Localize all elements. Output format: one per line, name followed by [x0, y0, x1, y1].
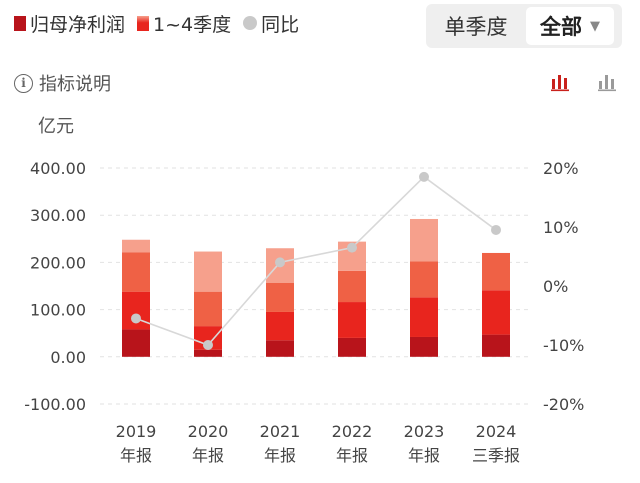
legend-dot [243, 16, 258, 30]
bar-segment-q4[interactable] [122, 239, 150, 253]
caret-down-icon: ▼ [590, 18, 600, 34]
bar-segment-q4[interactable] [194, 251, 222, 292]
bar-segment-q3[interactable] [194, 291, 222, 327]
y2-tick-label: 0% [543, 277, 568, 296]
yoy-line [135, 175, 497, 346]
y-tick-label: 0.00 [50, 348, 86, 367]
x-tick-label: 2021 [260, 422, 301, 441]
yoy-point[interactable] [203, 340, 213, 350]
x-tick-sublabel: 年报 [192, 446, 224, 465]
legend-net-profit[interactable]: 归母净利润 [14, 10, 125, 37]
y-tick-label: 100.00 [30, 301, 86, 320]
bar-segment-q2[interactable] [338, 302, 366, 338]
bar-segment-q2[interactable] [410, 297, 438, 337]
x-tick-sublabel: 年报 [336, 446, 368, 465]
yoy-point[interactable] [131, 313, 141, 324]
legend-yoy[interactable]: 同比 [243, 10, 299, 37]
all-dropdown-label: 全部 [540, 15, 582, 39]
indicator-info-label: 指标说明 [39, 74, 111, 95]
yoy-point[interactable] [491, 224, 501, 235]
legend-yoy-label: 同比 [261, 13, 300, 36]
bar-segment-q2[interactable] [122, 291, 150, 330]
chart-legend: 归母净利润 1~4季度 同比 [14, 8, 311, 38]
x-tick-label: 2020 [188, 422, 229, 441]
bar-segment-q1[interactable] [194, 349, 222, 357]
bar-segment-q2[interactable] [266, 311, 294, 341]
x-tick-label: 2023 [404, 422, 445, 441]
y-tick-label: 200.00 [30, 253, 86, 272]
indicator-info-link[interactable]: i 指标说明 [14, 70, 111, 96]
bar-segment-q3[interactable] [266, 282, 294, 312]
legend-swatch-gradient [137, 15, 150, 31]
bar-segment-q3[interactable] [338, 270, 366, 303]
bar-segment-q4[interactable] [410, 218, 438, 262]
yoy-point[interactable] [275, 257, 285, 268]
quarterly-tab[interactable]: 单季度 [444, 15, 508, 39]
yoy-point[interactable] [419, 171, 429, 182]
y2-tick-label: -20% [543, 395, 584, 414]
stacked-bar-chart-icon[interactable] [550, 72, 570, 92]
bar-segment-q2[interactable] [482, 290, 510, 335]
bar-segment-q3[interactable] [122, 252, 150, 292]
x-tick-sublabel: 年报 [408, 446, 440, 465]
legend-swatch-dark [14, 15, 26, 31]
legend-net-profit-label: 归母净利润 [30, 13, 126, 36]
x-tick-label: 2022 [332, 422, 373, 441]
grouped-bar-chart-icon[interactable] [597, 72, 617, 92]
info-circle-icon: i [14, 73, 33, 93]
y2-tick-label: 20% [543, 159, 579, 178]
bar-segment-q1[interactable] [410, 336, 438, 357]
x-tick-label: 2024 [476, 422, 517, 441]
y2-tick-label: -10% [543, 336, 584, 355]
bar-segment-q1[interactable] [266, 340, 294, 357]
bar-segment-q3[interactable] [482, 252, 510, 291]
all-dropdown[interactable]: 全部 ▼ [526, 7, 614, 45]
x-tick-sublabel: 年报 [120, 446, 152, 465]
bar-segment-q2[interactable] [194, 326, 222, 350]
bar-segment-q1[interactable] [338, 337, 366, 357]
x-tick-label: 2019 [116, 422, 157, 441]
x-tick-sublabel: 年报 [264, 446, 296, 465]
y-tick-label: 300.00 [30, 206, 86, 225]
bar-segment-q3[interactable] [410, 261, 438, 298]
bar-segment-q1[interactable] [482, 334, 510, 357]
x-tick-sublabel: 三季报 [472, 446, 520, 465]
y2-tick-label: 10% [543, 218, 579, 237]
yoy-point[interactable] [347, 242, 357, 253]
period-selector: 单季度 全部 ▼ [426, 4, 622, 48]
unit-label: 亿元 [38, 116, 74, 137]
bar-segment-q1[interactable] [122, 329, 150, 357]
legend-quarters[interactable]: 1~4季度 [137, 10, 231, 37]
y-tick-label: -100.00 [24, 395, 86, 414]
legend-quarters-label: 1~4季度 [153, 13, 232, 36]
y-tick-label: 400.00 [30, 159, 86, 178]
